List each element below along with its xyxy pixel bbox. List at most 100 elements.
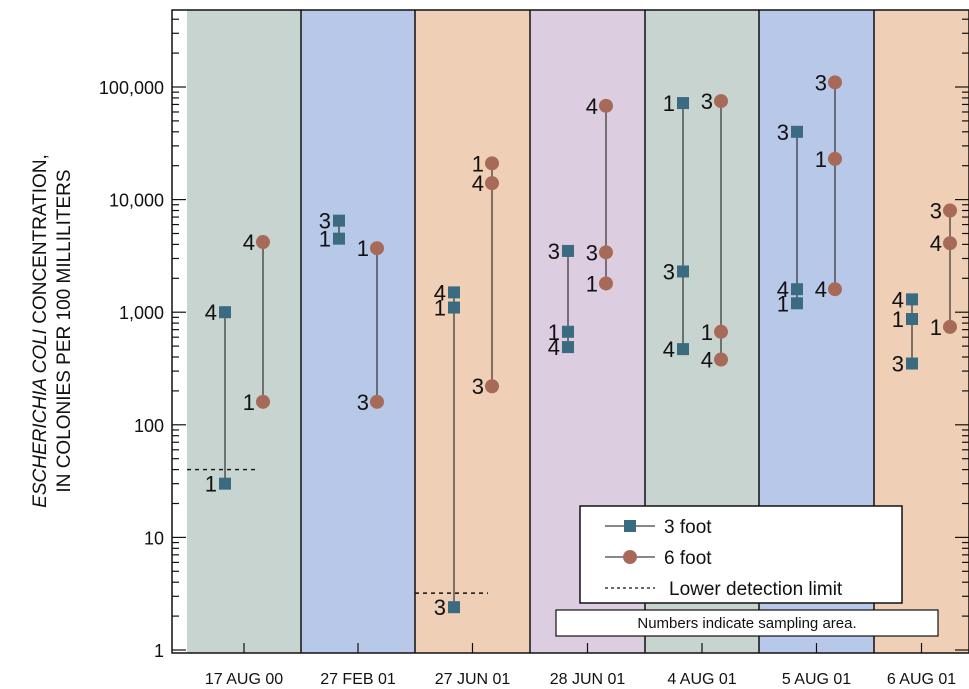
sampling-area-label: 4 — [243, 230, 255, 255]
marker-3foot — [906, 357, 918, 370]
sampling-area-label: 1 — [701, 320, 713, 345]
sampling-area-label: 1 — [243, 390, 255, 415]
sampling-area-label: 3 — [548, 239, 560, 264]
legend-6foot-marker — [623, 550, 637, 564]
marker-6foot — [714, 324, 728, 339]
note-box: Numbers indicate sampling area. — [555, 609, 939, 637]
sampling-area-label: 4 — [586, 94, 598, 119]
marker-3foot — [906, 293, 918, 306]
y-tick-label: 1 — [154, 641, 164, 661]
marker-3foot — [562, 244, 574, 257]
band-1 — [187, 10, 301, 653]
sampling-area-label: 1 — [892, 307, 904, 332]
sampling-area-label: 1 — [663, 91, 675, 116]
y-tick-label: 10,000 — [109, 191, 164, 211]
sampling-area-label: 4 — [205, 300, 217, 325]
y-tick-labels: 1 10 100 1,000 10,000 100,000 — [99, 78, 164, 661]
sampling-area-label: 3 — [777, 120, 789, 145]
marker-3foot — [219, 477, 231, 490]
svg-text:ESCHERICHIA COLI CONCENTRATION: ESCHERICHIA COLI CONCENTRATION, — [30, 154, 51, 508]
band-3 — [415, 10, 530, 653]
sampling-area-label: 4 — [663, 337, 675, 362]
sampling-area-label: 3 — [930, 199, 942, 224]
detection-limit-lines — [187, 468, 488, 594]
legend-detection-label: Lower detection limit — [669, 579, 843, 600]
marker-6foot — [485, 379, 499, 394]
sampling-area-label: 4 — [930, 231, 942, 256]
marker-6foot — [485, 176, 499, 191]
y-axis-label-rest: CONCENTRATION, — [30, 154, 51, 329]
sampling-area-label: 1 — [434, 296, 446, 321]
marker-3foot — [219, 306, 231, 319]
y-axis-ticks — [172, 18, 969, 653]
range-lines — [224, 82, 951, 608]
sampling-area-label: 3 — [319, 209, 331, 234]
sampling-area-label: 4 — [434, 280, 446, 305]
sampling-area-label: 3 — [663, 259, 675, 284]
sampling-area-label: 1 — [815, 147, 827, 172]
x-tick-label: 27 JUN 01 — [435, 671, 511, 688]
marker-6foot — [828, 75, 842, 90]
sampling-area-label: 3 — [815, 70, 827, 95]
sampling-area-label: 3 — [434, 595, 446, 620]
y-tick-label: 10 — [144, 528, 164, 548]
marker-6foot — [828, 282, 842, 297]
marker-3foot — [906, 313, 918, 326]
y-tick-label: 1,000 — [119, 303, 164, 323]
marker-3foot — [677, 97, 689, 110]
y-axis-label: ESCHERICHIA COLI CONCENTRATION, IN COLON… — [30, 154, 75, 508]
sampling-area-label: 4 — [815, 277, 827, 302]
sampling-area-label: 1 — [930, 315, 942, 340]
legend-3foot-label: 3 foot — [664, 517, 712, 538]
marker-6foot — [256, 394, 270, 409]
marker-3foot — [333, 214, 345, 227]
marker-3foot — [791, 297, 803, 310]
marker-6foot — [714, 352, 728, 367]
marker-3foot — [333, 232, 345, 245]
sampling-area-label: 4 — [701, 348, 713, 373]
y-tick-label: 100,000 — [99, 78, 164, 98]
marker-6foot — [599, 98, 613, 113]
marker-3foot — [448, 301, 460, 314]
x-tick-label: 6 AUG 01 — [887, 671, 956, 688]
x-tick-label: 17 AUG 00 — [205, 671, 283, 688]
legend-6foot-label: 6 foot — [664, 548, 712, 569]
sampling-area-label: 1 — [472, 151, 484, 176]
sampling-area-label: 4 — [472, 171, 484, 196]
x-tick-labels: 17 AUG 00 27 FEB 01 27 JUN 01 28 JUN 01 4 AU… — [205, 671, 956, 688]
marker-6foot — [599, 276, 613, 291]
marker-6foot — [943, 236, 957, 251]
note-box-frame — [555, 609, 939, 637]
plot-frame — [171, 9, 969, 654]
sampling-area-label: 1 — [357, 236, 369, 261]
marker-3foot — [677, 343, 689, 356]
x-tick-label: 27 FEB 01 — [320, 671, 396, 688]
marker-3foot — [448, 601, 460, 614]
data-points — [219, 75, 957, 614]
marker-3foot — [791, 283, 803, 296]
band-2 — [301, 10, 415, 653]
sampling-area-label: 1 — [586, 271, 598, 296]
marker-6foot — [943, 203, 957, 218]
x-tick-label: 5 AUG 01 — [782, 671, 851, 688]
sampling-area-label: 1 — [205, 472, 217, 497]
sampling-area-label: 3 — [472, 374, 484, 399]
legend-3foot-marker — [624, 520, 636, 532]
marker-3foot — [562, 341, 574, 354]
marker-6foot — [370, 394, 384, 409]
marker-6foot — [599, 245, 613, 260]
x-tick-label: 28 JUN 01 — [550, 671, 626, 688]
sampling-area-label: 1 — [319, 227, 331, 252]
marker-6foot — [714, 94, 728, 109]
marker-3foot — [791, 125, 803, 138]
y-tick-label: 100 — [134, 416, 164, 436]
sampling-area-label: 4 — [548, 335, 560, 360]
sampling-area-label: 4 — [892, 287, 904, 312]
marker-3foot — [677, 265, 689, 278]
marker-6foot — [943, 319, 957, 334]
marker-3foot — [562, 325, 574, 338]
marker-6foot — [485, 156, 499, 171]
marker-6foot — [828, 151, 842, 166]
